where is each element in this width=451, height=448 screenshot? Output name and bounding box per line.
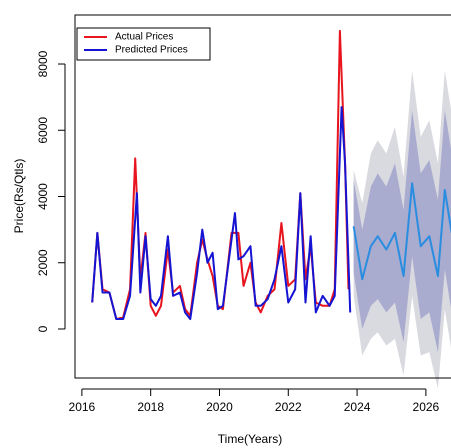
series-line	[91, 106, 352, 321]
x-tick-label: 2020	[206, 400, 233, 414]
y-tick-label: 0	[36, 325, 50, 332]
y-axis-label: Price(Rs/Qtls)	[12, 159, 26, 234]
x-axis-label: Time(Years)	[218, 432, 282, 446]
y-tick-label: 4000	[36, 183, 50, 210]
x-tick-label: 2022	[275, 400, 302, 414]
y-tick-label: 8000	[36, 50, 50, 77]
y-tick-label: 6000	[36, 117, 50, 144]
y-tick-label: 2000	[36, 249, 50, 276]
plot-frame	[74, 14, 451, 379]
x-tick-label: 2024	[344, 400, 371, 414]
legend: Actual Prices Predicted Prices	[76, 27, 211, 61]
x-tick-label: 2026	[413, 400, 440, 414]
confidence-band	[353, 110, 451, 353]
forecast-line	[352, 182, 451, 281]
x-tick-label: 2016	[69, 400, 96, 414]
legend-label: Actual Prices	[115, 32, 173, 43]
legend-box	[76, 27, 211, 61]
legend-label: Predicted Prices	[115, 45, 188, 56]
x-tick-label: 2018	[137, 400, 164, 414]
